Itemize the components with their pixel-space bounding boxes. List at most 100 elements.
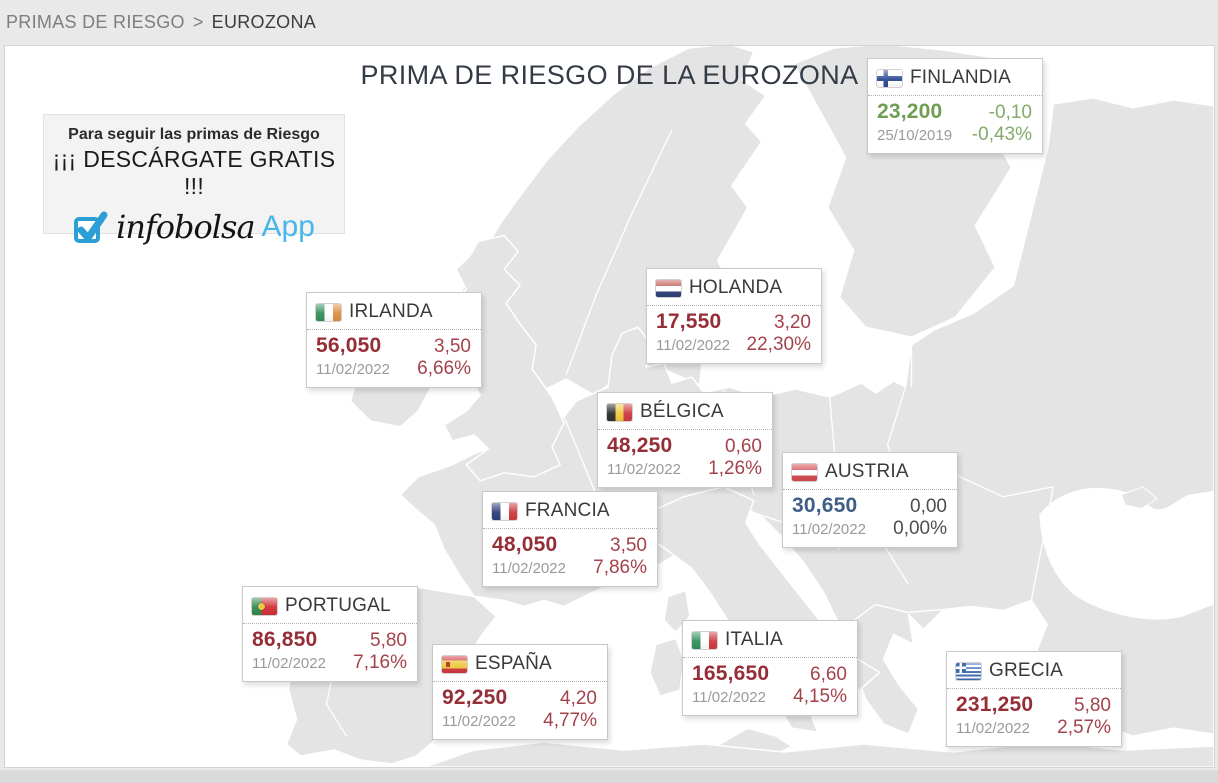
spain-flag-icon — [442, 655, 467, 673]
card-body: 92,250 4,20 11/02/2022 4,77% — [433, 682, 607, 739]
bottom-strip — [0, 770, 1218, 783]
card-header: HOLANDA — [647, 269, 821, 306]
promo-cta-text: ¡¡¡ DESCÁRGATE GRATIS !!! — [52, 146, 336, 199]
premium-value: 86,850 — [252, 628, 318, 651]
change-value: 3,20 — [774, 312, 811, 333]
eurozone-map-panel: PRIMA DE RIESGO DE LA EUROZONA Para segu… — [4, 45, 1215, 768]
country-name: GRECIA — [989, 660, 1064, 681]
change-value: 5,80 — [1074, 695, 1111, 716]
country-card-espana[interactable]: ESPAÑA 92,250 4,20 11/02/2022 4,77% — [432, 644, 608, 740]
country-card-austria[interactable]: AUSTRIA 30,650 0,00 11/02/2022 0,00% — [782, 452, 958, 548]
change-percent: 7,16% — [353, 652, 407, 673]
premium-value: 92,250 — [442, 686, 508, 709]
quote-date: 11/02/2022 — [492, 560, 566, 577]
card-body: 231,250 5,80 11/02/2022 2,57% — [947, 689, 1121, 746]
premium-value: 231,250 — [956, 693, 1034, 716]
italy-flag-icon — [692, 631, 717, 649]
card-header: FINLANDIA — [868, 59, 1042, 96]
card-body: 86,850 5,80 11/02/2022 7,16% — [243, 624, 417, 681]
country-card-portugal[interactable]: PORTUGAL 86,850 5,80 11/02/2022 7,16% — [242, 586, 418, 682]
change-value: 0,00 — [910, 496, 947, 517]
change-percent: 1,26% — [708, 458, 762, 479]
change-value: 3,50 — [434, 336, 471, 357]
brand-suffix: App — [261, 210, 315, 243]
card-header: ITALIA — [683, 621, 857, 658]
premium-value: 165,650 — [692, 662, 770, 685]
country-name: AUSTRIA — [825, 461, 909, 482]
ireland-flag-icon — [316, 303, 341, 321]
card-body: 17,550 3,20 11/02/2022 22,30% — [647, 306, 821, 363]
country-name: IRLANDA — [349, 301, 433, 322]
breadcrumb: PRIMAS DE RIESGO > EUROZONA — [0, 0, 1218, 45]
infobolsa-app-promo[interactable]: Para seguir las primas de Riesgo ¡¡¡ DES… — [43, 114, 345, 246]
finland-flag-icon — [877, 69, 902, 87]
country-card-finlandia[interactable]: FINLANDIA 23,200 -0,10 25/10/2019 -0,43% — [867, 58, 1043, 154]
change-percent: -0,43% — [971, 124, 1032, 145]
card-header: PORTUGAL — [243, 587, 417, 624]
country-card-belgica[interactable]: BÉLGICA 48,250 0,60 11/02/2022 1,26% — [597, 392, 773, 488]
change-percent: 4,77% — [543, 710, 597, 731]
change-percent: 6,66% — [417, 358, 471, 379]
country-name: ITALIA — [725, 629, 783, 650]
card-header: IRLANDA — [307, 293, 481, 330]
austria-flag-icon — [792, 463, 817, 481]
change-value: 4,20 — [560, 688, 597, 709]
infobolsa-logo: infobolsa App — [44, 208, 344, 246]
country-card-francia[interactable]: FRANCIA 48,050 3,50 11/02/2022 7,86% — [482, 491, 658, 587]
change-value: 0,60 — [725, 436, 762, 457]
quote-date: 11/02/2022 — [252, 655, 326, 672]
country-name: BÉLGICA — [640, 401, 724, 422]
country-card-grecia[interactable]: GRECIA 231,250 5,80 11/02/2022 2,57% — [946, 651, 1122, 747]
breadcrumb-current: EUROZONA — [211, 12, 317, 32]
brand-name: infobolsa — [116, 208, 255, 246]
quote-date: 11/02/2022 — [442, 713, 516, 730]
breadcrumb-separator: > — [192, 12, 204, 32]
change-percent: 0,00% — [893, 518, 947, 539]
netherlands-flag-icon — [656, 279, 681, 297]
quote-date: 11/02/2022 — [692, 689, 766, 706]
change-value: 6,60 — [810, 664, 847, 685]
card-body: 165,650 6,60 11/02/2022 4,15% — [683, 658, 857, 715]
change-percent: 4,15% — [793, 686, 847, 707]
portugal-flag-icon — [252, 597, 277, 615]
greece-flag-icon — [956, 662, 981, 680]
quote-date: 11/02/2022 — [956, 720, 1030, 737]
premium-value: 17,550 — [656, 310, 722, 333]
quote-date: 11/02/2022 — [316, 361, 390, 378]
country-card-holanda[interactable]: HOLANDA 17,550 3,20 11/02/2022 22,30% — [646, 268, 822, 364]
promo-text: Para seguir las primas de Riesgo — [68, 126, 320, 143]
premium-value: 48,250 — [607, 434, 673, 457]
country-name: FINLANDIA — [910, 67, 1012, 88]
premium-value: 23,200 — [877, 100, 943, 123]
checkbox-icon — [74, 211, 108, 243]
premium-value: 56,050 — [316, 334, 382, 357]
card-body: 56,050 3,50 11/02/2022 6,66% — [307, 330, 481, 387]
change-percent: 7,86% — [593, 557, 647, 578]
country-name: ESPAÑA — [475, 653, 552, 674]
card-body: 48,250 0,60 11/02/2022 1,26% — [598, 430, 772, 487]
country-card-irlanda[interactable]: IRLANDA 56,050 3,50 11/02/2022 6,66% — [306, 292, 482, 388]
card-body: 30,650 0,00 11/02/2022 0,00% — [783, 490, 957, 547]
country-card-italia[interactable]: ITALIA 165,650 6,60 11/02/2022 4,15% — [682, 620, 858, 716]
card-body: 48,050 3,50 11/02/2022 7,86% — [483, 529, 657, 586]
change-value: 5,80 — [370, 630, 407, 651]
country-name: FRANCIA — [525, 500, 610, 521]
change-value: -0,10 — [988, 102, 1032, 123]
belgium-flag-icon — [607, 403, 632, 421]
france-flag-icon — [492, 502, 517, 520]
card-header: ESPAÑA — [433, 645, 607, 682]
change-percent: 2,57% — [1057, 717, 1111, 738]
card-header: AUSTRIA — [783, 453, 957, 490]
premium-value: 48,050 — [492, 533, 558, 556]
card-header: BÉLGICA — [598, 393, 772, 430]
page-title: PRIMA DE RIESGO DE LA EUROZONA — [360, 60, 859, 90]
country-name: HOLANDA — [689, 277, 783, 298]
card-header: FRANCIA — [483, 492, 657, 529]
quote-date: 25/10/2019 — [877, 127, 953, 144]
change-percent: 22,30% — [746, 334, 811, 355]
change-value: 3,50 — [610, 535, 647, 556]
country-name: PORTUGAL — [285, 595, 391, 616]
breadcrumb-parent-link[interactable]: PRIMAS DE RIESGO — [6, 12, 185, 32]
card-body: 23,200 -0,10 25/10/2019 -0,43% — [868, 96, 1042, 153]
card-header: GRECIA — [947, 652, 1121, 689]
